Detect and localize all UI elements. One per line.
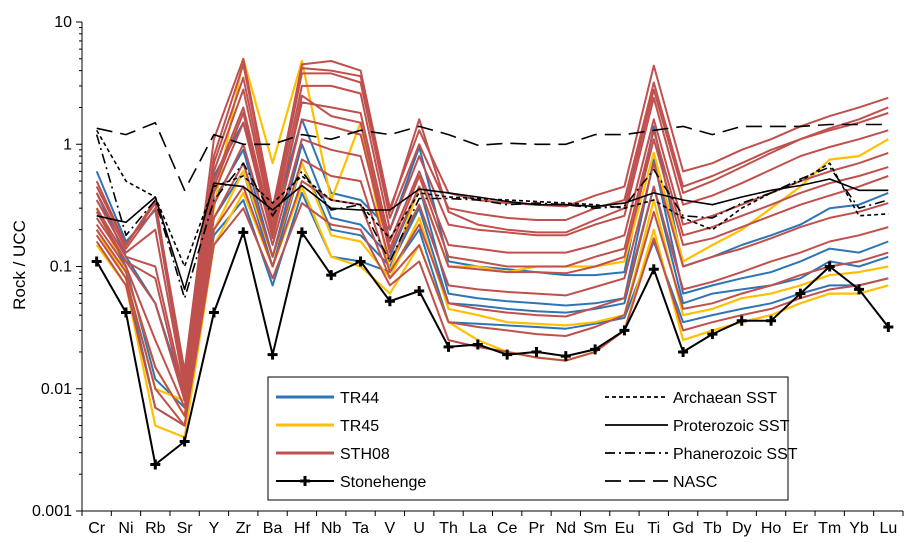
tr45-series-9 — [95, 57, 889, 417]
sth08-series-16 — [95, 118, 889, 402]
stonehenge-point-ho — [766, 315, 777, 326]
sth08-series-22 — [95, 94, 889, 402]
sth08-series-17 — [95, 138, 889, 409]
stonehenge-point-gd — [678, 346, 689, 357]
legend-label-archaean-sst: Archaean SST — [673, 390, 777, 407]
stonehenge-point-eu — [619, 325, 630, 336]
y-axis-title: Rock / UCC — [10, 220, 29, 310]
stonehenge-point-sr — [179, 436, 190, 447]
x-tick-label-ti: Ti — [647, 520, 660, 537]
legend-label-phanerozoic-sst: Phanerozoic SST — [673, 446, 798, 463]
stonehenge-point-ba — [267, 349, 278, 360]
x-tick-label-u: U — [413, 520, 425, 537]
y-tick-label: 1 — [63, 136, 72, 153]
x-tick-label-ce: Ce — [497, 520, 518, 537]
x-tick-label-dy: Dy — [732, 520, 752, 537]
stonehenge-point-er — [795, 288, 806, 299]
legend-marker-stonehenge — [300, 476, 310, 486]
sth08-series-15 — [95, 101, 889, 396]
legend-label-sth08: STH08 — [340, 446, 390, 463]
x-tick-label-tb: Tb — [703, 520, 722, 537]
y-tick-label: 0.001 — [32, 503, 72, 520]
sth08-series-13 — [95, 72, 889, 385]
x-tick-label-nb: Nb — [321, 520, 342, 537]
legend-frame — [267, 376, 789, 501]
x-tick-label-ta: Ta — [352, 520, 369, 537]
stonehenge-series-0 — [95, 231, 890, 466]
stonehenge-point-tb — [707, 329, 718, 340]
stonehenge-point-yb — [854, 284, 865, 295]
stonehenge-point-cr — [91, 256, 102, 267]
stonehenge-point-ti — [648, 264, 659, 275]
stonehenge-point-th — [443, 341, 454, 352]
legend-label-tr44: TR44 — [340, 390, 379, 407]
tr45-series-10 — [95, 185, 889, 439]
x-tick-label-er: Er — [792, 520, 809, 537]
x-tick-label-zr: Zr — [236, 520, 252, 537]
x-tick-label-sm: Sm — [583, 520, 607, 537]
y-tick-label: 0.1 — [50, 259, 72, 276]
x-tick-label-gd: Gd — [672, 520, 693, 537]
x-tick-label-tm: Tm — [818, 520, 841, 537]
legend-label-tr45: TR45 — [340, 418, 379, 435]
x-tick-label-lu: Lu — [879, 520, 897, 537]
stonehenge-point-nd — [560, 351, 571, 362]
legend-label-nasc: NASC — [673, 474, 717, 491]
stonehenge-point-pr — [531, 346, 542, 357]
x-tick-label-th: Th — [439, 520, 458, 537]
stonehenge-point-hf — [296, 227, 307, 238]
sth08-series-21 — [95, 57, 889, 372]
x-tick-label-nd: Nd — [556, 520, 576, 537]
sth08-series-19 — [95, 180, 889, 427]
stonehenge-point-ta — [355, 256, 366, 267]
stonehenge-point-zr — [238, 227, 249, 238]
x-tick-label-sr: Sr — [177, 520, 194, 537]
stonehenge-point-ce — [502, 349, 513, 360]
x-tick-label-v: V — [385, 520, 396, 537]
stonehenge-point-la — [472, 339, 483, 350]
x-tick-label-rb: Rb — [145, 520, 166, 537]
sth08-series-14 — [95, 84, 889, 390]
proterozoic-sst-series-2 — [96, 178, 889, 291]
x-tick-label-yb: Yb — [849, 520, 869, 537]
x-tick-label-ho: Ho — [761, 520, 782, 537]
stonehenge-point-sm — [590, 344, 601, 355]
sth08-series-18 — [95, 158, 889, 417]
x-tick-label-pr: Pr — [528, 520, 545, 537]
legend: TR44 TR45 STH08 Stonehenge Archaean SST Prote… — [267, 376, 798, 501]
x-tick-label-ba: Ba — [263, 520, 283, 537]
tr44-series-8 — [95, 162, 889, 409]
stonehenge-point-tm — [824, 261, 835, 272]
x-tick-label-cr: Cr — [88, 520, 106, 537]
x-tick-label-la: La — [469, 520, 487, 537]
y-tick-label: 0.01 — [41, 381, 72, 398]
x-tick-label-ni: Ni — [118, 520, 133, 537]
plot-area: 0.001 0.01 0.1 1 10 Cr Ni Rb Sr Y Zr Ba Hf Nb Ta V U Th La… — [32, 14, 904, 537]
x-tick-label-y: Y — [209, 520, 220, 537]
nasc-series-4 — [96, 121, 889, 192]
stonehenge-point-v — [384, 296, 395, 307]
stonehenge-point-rb — [150, 459, 161, 470]
legend-label-proterozoic-sst: Proterozoic SST — [673, 418, 790, 435]
stonehenge-point-dy — [736, 315, 747, 326]
stonehenge-point-lu — [883, 321, 894, 332]
stonehenge-point-nb — [326, 270, 337, 281]
x-tick-label-eu: Eu — [615, 520, 635, 537]
stonehenge-point-u — [414, 286, 425, 297]
x-tick-label-hf: Hf — [294, 520, 311, 537]
tr45-series-11 — [95, 162, 889, 402]
legend-label-stonehenge: Stonehenge — [340, 474, 426, 491]
stonehenge-point-ni — [120, 307, 131, 318]
stonehenge-point-y — [208, 307, 219, 318]
phanerozoic-sst-series-3 — [95, 134, 889, 299]
y-tick-label: 10 — [54, 14, 72, 31]
